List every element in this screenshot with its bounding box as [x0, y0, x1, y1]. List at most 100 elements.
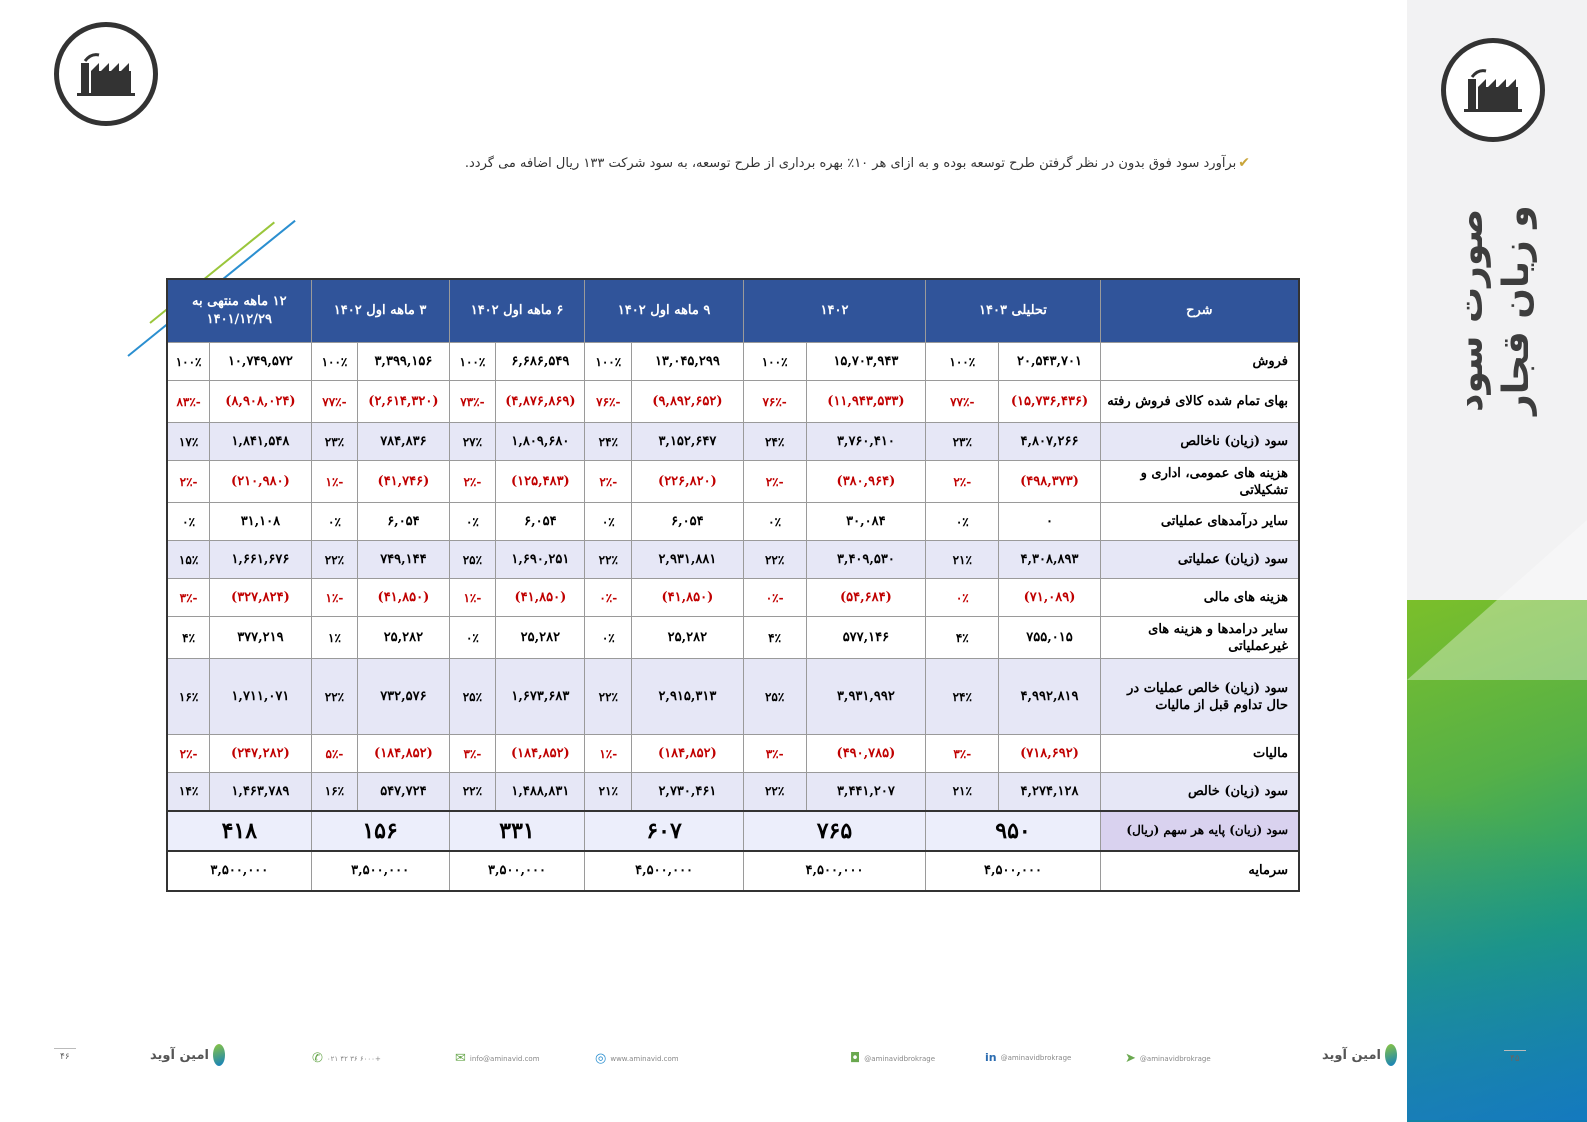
- cell-percent: ۲۲٪: [742, 540, 807, 579]
- cell-value: ۱,۶۹۰,۲۵۱: [495, 540, 586, 579]
- cell-value: ۱,۴۸۸,۸۳۱: [495, 772, 586, 811]
- header-period: تحلیلی ۱۴۰۳: [925, 278, 1101, 343]
- cell-value: ۶,۰۵۴: [495, 502, 586, 541]
- footer-phone[interactable]: ✆ ۰۲۱ ۴۲ ۳۶ ۶۰۰۰+: [312, 1051, 381, 1066]
- eps-value: ۳۳۱: [448, 809, 586, 851]
- cell-value: ۲۰,۵۴۳,۷۰۱: [998, 342, 1101, 381]
- side-panel: [1407, 0, 1587, 1122]
- footer-email[interactable]: ✉ info@aminavid.com: [455, 1051, 540, 1066]
- cell-percent: ۰٪: [448, 502, 497, 541]
- cell-percent: ۲۴٪: [925, 658, 1000, 735]
- cell-percent: ۲۷٪: [448, 422, 497, 461]
- cell-value: (۱۸۴,۸۵۲): [357, 734, 450, 773]
- cell-percent: -۷۶٪: [584, 380, 633, 423]
- table-row: فروش ۲۰,۵۴۳,۷۰۱ ۱۰۰٪ ۱۵,۷۰۳,۹۴۳ ۱۰۰٪ ۱۳,۰۴۵,۲…: [166, 342, 1300, 381]
- cell-value: ۲۵,۲۸۲: [631, 616, 744, 659]
- cell-percent: -۳٪: [166, 578, 211, 617]
- eps-value: ۴۱۸: [166, 809, 312, 851]
- cell-value: ۱۳,۰۴۵,۲۹۹: [631, 342, 744, 381]
- cell-value: ۳۱,۱۰۸: [209, 502, 312, 541]
- row-label: فروش: [1099, 342, 1300, 381]
- cell-percent: ۴٪: [925, 616, 1000, 659]
- cell-percent: ۲۱٪: [584, 772, 633, 811]
- capital-value: ۴,۵۰۰,۰۰۰: [742, 849, 927, 891]
- cell-value: (۴۱,۸۵۰): [357, 578, 450, 617]
- table-row: هزینه های عمومی، اداری و تشکیلاتی (۴۹۸,۳۷…: [166, 460, 1300, 503]
- cell-value: (۲۲۶,۸۲۰): [631, 460, 744, 503]
- brand-name: امین آوید: [1322, 1047, 1381, 1063]
- header-period: ۱۴۰۲: [742, 278, 927, 343]
- row-label: سرمایه: [1099, 849, 1300, 891]
- cell-value: ۴,۲۷۴,۱۲۸: [998, 772, 1101, 811]
- cell-value: ۳,۳۹۹,۱۵۶: [357, 342, 450, 381]
- brand-mark-icon: [1384, 1044, 1397, 1066]
- cell-value: ۴,۸۰۷,۲۶۶: [998, 422, 1101, 461]
- cell-percent: ۰٪: [584, 502, 633, 541]
- cell-value: ۶,۰۵۴: [631, 502, 744, 541]
- cell-percent: ۲۲٪: [742, 772, 807, 811]
- cell-value: ۱,۴۶۳,۷۸۹: [209, 772, 312, 811]
- telegram-text: @aminavidbrokrage: [1139, 1054, 1211, 1063]
- cell-value: ۴,۹۹۲,۸۱۹: [998, 658, 1101, 735]
- cell-percent: ۰٪: [166, 502, 211, 541]
- cell-percent: ۰٪: [925, 502, 1000, 541]
- cell-percent: ۲۳٪: [310, 422, 359, 461]
- page-title: صورت سود و زیان قجار: [1450, 205, 1537, 415]
- cell-percent: ۲۴٪: [584, 422, 633, 461]
- footer-website[interactable]: ◎ www.aminavid.com: [595, 1051, 679, 1066]
- cell-percent: ۲۵٪: [448, 540, 497, 579]
- cell-percent: -۲٪: [166, 734, 211, 773]
- cell-value: ۳۰,۰۸۴: [805, 502, 927, 541]
- brand-name: امین آوید: [150, 1047, 209, 1063]
- cell-percent: ۱۴٪: [166, 772, 211, 811]
- cell-value: (۷۱۸,۶۹۲): [998, 734, 1101, 773]
- capital-row: سرمایه ۴,۵۰۰,۰۰۰ ۴,۵۰۰,۰۰۰ ۴,۵۰۰,۰۰۰ ۳,۵۰۰,۰…: [166, 849, 1300, 891]
- cell-percent: -۲٪: [166, 460, 211, 503]
- cell-percent: ۲۲٪: [448, 772, 497, 811]
- header-period: ۱۲ ماهه منتهی به ۱۴۰۱/۱۲/۲۹: [166, 278, 312, 343]
- cell-value: (۴۱,۸۵۰): [631, 578, 744, 617]
- cell-percent: ۲۲٪: [584, 540, 633, 579]
- cell-value: ۲۵,۲۸۲: [357, 616, 450, 659]
- table-row: هزینه های مالی (۷۱,۰۸۹) ۰٪ (۵۴,۶۸۴) -۰٪ (۴۱,۸…: [166, 578, 1300, 617]
- row-label: هزینه های عمومی، اداری و تشکیلاتی: [1099, 460, 1300, 503]
- cell-value: (۵۴,۶۸۴): [805, 578, 927, 617]
- cell-value: ۳,۷۶۰,۴۱۰: [805, 422, 927, 461]
- cell-value: ۱,۶۷۳,۶۸۳: [495, 658, 586, 735]
- cell-percent: -۸۳٪: [166, 380, 211, 423]
- cell-value: (۴۹۰,۷۸۵): [805, 734, 927, 773]
- row-label: مالیات: [1099, 734, 1300, 773]
- cell-percent: ۱۶٪: [166, 658, 211, 735]
- cell-percent: -۱٪: [584, 734, 633, 773]
- cell-value: ۷۴۹,۱۴۴: [357, 540, 450, 579]
- cell-percent: -۱٪: [448, 578, 497, 617]
- gradient-overlay: [1407, 620, 1587, 1120]
- cell-percent: ۴٪: [166, 616, 211, 659]
- capital-value: ۴,۵۰۰,۰۰۰: [925, 849, 1101, 891]
- row-label: سایر درامدها و هزینه های غیرعملیاتی: [1099, 616, 1300, 659]
- cell-percent: ۱۰۰٪: [166, 342, 211, 381]
- brand-logo: امین آوید: [1322, 1044, 1397, 1066]
- table-header-row: شرح تحلیلی ۱۴۰۳ ۱۴۰۲ ۹ ماهه اول ۱۴۰۲ ۶ ماهه …: [166, 278, 1300, 343]
- instagram-icon: ◘: [850, 1051, 861, 1066]
- cell-value: ۶,۰۵۴: [357, 502, 450, 541]
- cell-percent: ۲۵٪: [448, 658, 497, 735]
- cell-value: ۲,۷۳۰,۴۶۱: [631, 772, 744, 811]
- cell-percent: ۲۵٪: [742, 658, 807, 735]
- capital-value: ۳,۵۰۰,۰۰۰: [448, 849, 586, 891]
- eps-value: ۹۵۰: [925, 809, 1101, 851]
- footer-instagram[interactable]: ◘ @aminavidbrokrage: [850, 1051, 935, 1066]
- instagram-text: @aminavidbrokrage: [864, 1054, 936, 1063]
- cell-value: (۴۱,۷۴۶): [357, 460, 450, 503]
- cell-value: ۱,۸۰۹,۶۸۰: [495, 422, 586, 461]
- brand-logo: امین آوید: [150, 1044, 225, 1066]
- footer-linkedin[interactable]: in @aminavidbrokrage: [985, 1051, 1071, 1064]
- footer-telegram[interactable]: ➤ @aminavidbrokrage: [1125, 1051, 1211, 1066]
- cell-value: ۱۰,۷۴۹,۵۷۲: [209, 342, 312, 381]
- cell-percent: -۱٪: [310, 578, 359, 617]
- header-period: ۹ ماهه اول ۱۴۰۲: [584, 278, 744, 343]
- table-row: سود (زیان) خالص عملیات در حال تداوم قبل …: [166, 658, 1300, 735]
- cell-value: (۱۲۵,۴۸۳): [495, 460, 586, 503]
- telegram-icon: ➤: [1125, 1051, 1136, 1066]
- cell-value: ۳,۴۴۱,۲۰۷: [805, 772, 927, 811]
